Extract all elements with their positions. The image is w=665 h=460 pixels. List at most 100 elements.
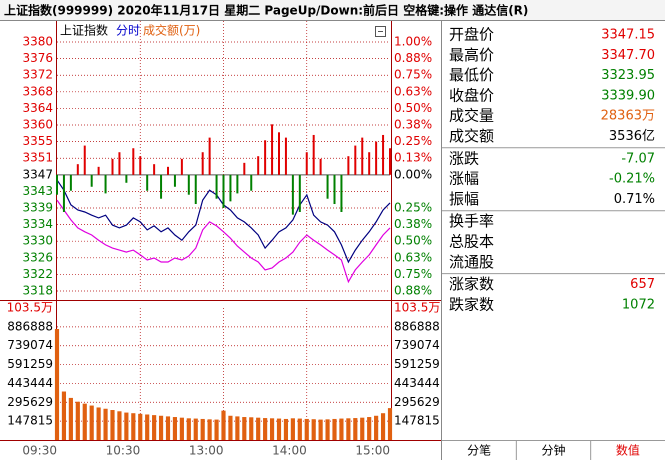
y-tick-label: 3322	[22, 267, 53, 281]
quote-value: 0.71%	[614, 192, 655, 207]
price-line	[56, 199, 391, 284]
volume-bar	[89, 405, 94, 440]
volume-bar	[152, 415, 157, 440]
strength-bar	[160, 174, 163, 199]
volume-bar	[96, 407, 101, 440]
quote-label: 总股本	[449, 233, 494, 251]
strength-bar	[56, 174, 58, 195]
strength-bar	[90, 174, 93, 187]
volume-bar	[186, 418, 191, 440]
strength-bar	[69, 174, 72, 191]
strength-bar	[236, 174, 239, 194]
volume-tick-label: 295629	[7, 395, 53, 409]
strength-bar	[347, 156, 350, 175]
y2-tick-label: 0.25%	[394, 201, 432, 215]
strength-bar	[76, 164, 79, 175]
strength-bar	[312, 134, 315, 175]
y2-tick-label: 0.63%	[394, 250, 432, 264]
legend-volume: 成交额(万)	[143, 23, 200, 38]
volume-bar	[256, 417, 261, 440]
quote-value: 3323.95	[601, 68, 655, 83]
volume-bar	[332, 418, 337, 440]
y-tick-label: 3326	[22, 250, 53, 264]
y2-tick-label: 0.63%	[394, 84, 432, 98]
volume-tick-label: 886888	[7, 319, 53, 333]
y-tick-label: 3368	[22, 84, 53, 98]
volume-tick-label-right: 443444	[394, 376, 440, 390]
strength-bar	[368, 152, 371, 175]
volume-bar	[318, 419, 323, 440]
y-tick-label: 3380	[22, 35, 53, 49]
y-tick-label: 3318	[22, 284, 53, 298]
volume-bar	[304, 418, 309, 440]
volume-bar	[54, 329, 60, 440]
strength-bar	[291, 174, 294, 215]
volume-bar	[380, 413, 386, 440]
strength-bar	[375, 141, 378, 175]
volume-bar	[214, 419, 219, 440]
volume-bar	[138, 413, 143, 440]
volume-tick-label-right: 886888	[394, 319, 440, 333]
volume-bar	[207, 419, 212, 440]
strength-bar	[187, 174, 190, 195]
y-tick-label: 3334	[22, 217, 53, 231]
tab[interactable]: 分钟	[541, 443, 565, 458]
strength-bar	[229, 174, 232, 202]
strength-bar	[194, 174, 197, 205]
window-title: 上证指数(999999) 2020年11月17日 星期二 PageUp/Down…	[4, 3, 528, 18]
chart: 3380 3376 3372 3368 3364 3360 3355 3351 3347 3343…	[7, 21, 440, 458]
strength-bar	[326, 174, 329, 199]
strength-bar	[271, 124, 274, 175]
volume-bar	[263, 418, 268, 440]
y2-tick-label: 0.25%	[394, 134, 432, 148]
strength-bar	[278, 132, 280, 175]
strength-bar	[340, 174, 343, 212]
quote-label: 最低价	[449, 66, 494, 84]
volume-tick-label: 591259	[7, 357, 53, 371]
volume-bar	[249, 417, 254, 440]
strength-bar	[389, 148, 391, 175]
strength-bar	[104, 174, 107, 194]
y-tick-label: 3360	[22, 118, 53, 132]
volume-tick-label-right: 295629	[394, 395, 440, 409]
quote-value: -0.21%	[609, 172, 655, 187]
strength-bar	[132, 148, 135, 175]
y-tick-label: 3355	[22, 134, 53, 148]
strength-bar	[153, 164, 156, 175]
volume-bar	[339, 418, 344, 440]
y-tick-label: 3364	[22, 101, 53, 115]
tab[interactable]: 数值	[616, 443, 640, 458]
strength-bar	[298, 174, 301, 212]
strength-bar	[167, 166, 169, 175]
y-tick-label: 3351	[22, 151, 53, 165]
volume-bar	[124, 412, 129, 440]
y-tick-label: 3372	[22, 68, 53, 82]
volume-bar	[283, 418, 289, 440]
strength-bar	[333, 174, 336, 205]
volume-bar	[297, 418, 302, 440]
strength-bar	[250, 174, 253, 191]
volume-tick-label: 443444	[7, 376, 53, 390]
title-bar	[0, 0, 665, 20]
volume-bar	[82, 403, 87, 440]
strength-bar	[125, 174, 128, 183]
strength-bar	[173, 174, 176, 187]
volume-bar	[179, 417, 184, 440]
strength-bar	[201, 152, 204, 175]
y-tick-label: 3376	[22, 51, 53, 65]
volume-bar	[200, 418, 205, 440]
strength-bar	[118, 152, 121, 175]
y2-tick-label: 0.38%	[394, 118, 432, 132]
strength-bar	[83, 145, 86, 175]
tab[interactable]: 分笔	[467, 443, 491, 458]
strength-bar	[284, 137, 287, 175]
volume-tick-label-right: 147815	[394, 414, 440, 428]
strength-bar	[319, 158, 322, 175]
volume-bar	[117, 411, 122, 440]
volume-bar	[75, 401, 80, 440]
volume-bar	[374, 415, 379, 440]
quote-value: 3339.90	[601, 88, 655, 103]
x-tick-label: 09:30	[22, 444, 57, 458]
strength-bar	[305, 152, 308, 175]
x-tick-label: 10:30	[106, 444, 141, 458]
